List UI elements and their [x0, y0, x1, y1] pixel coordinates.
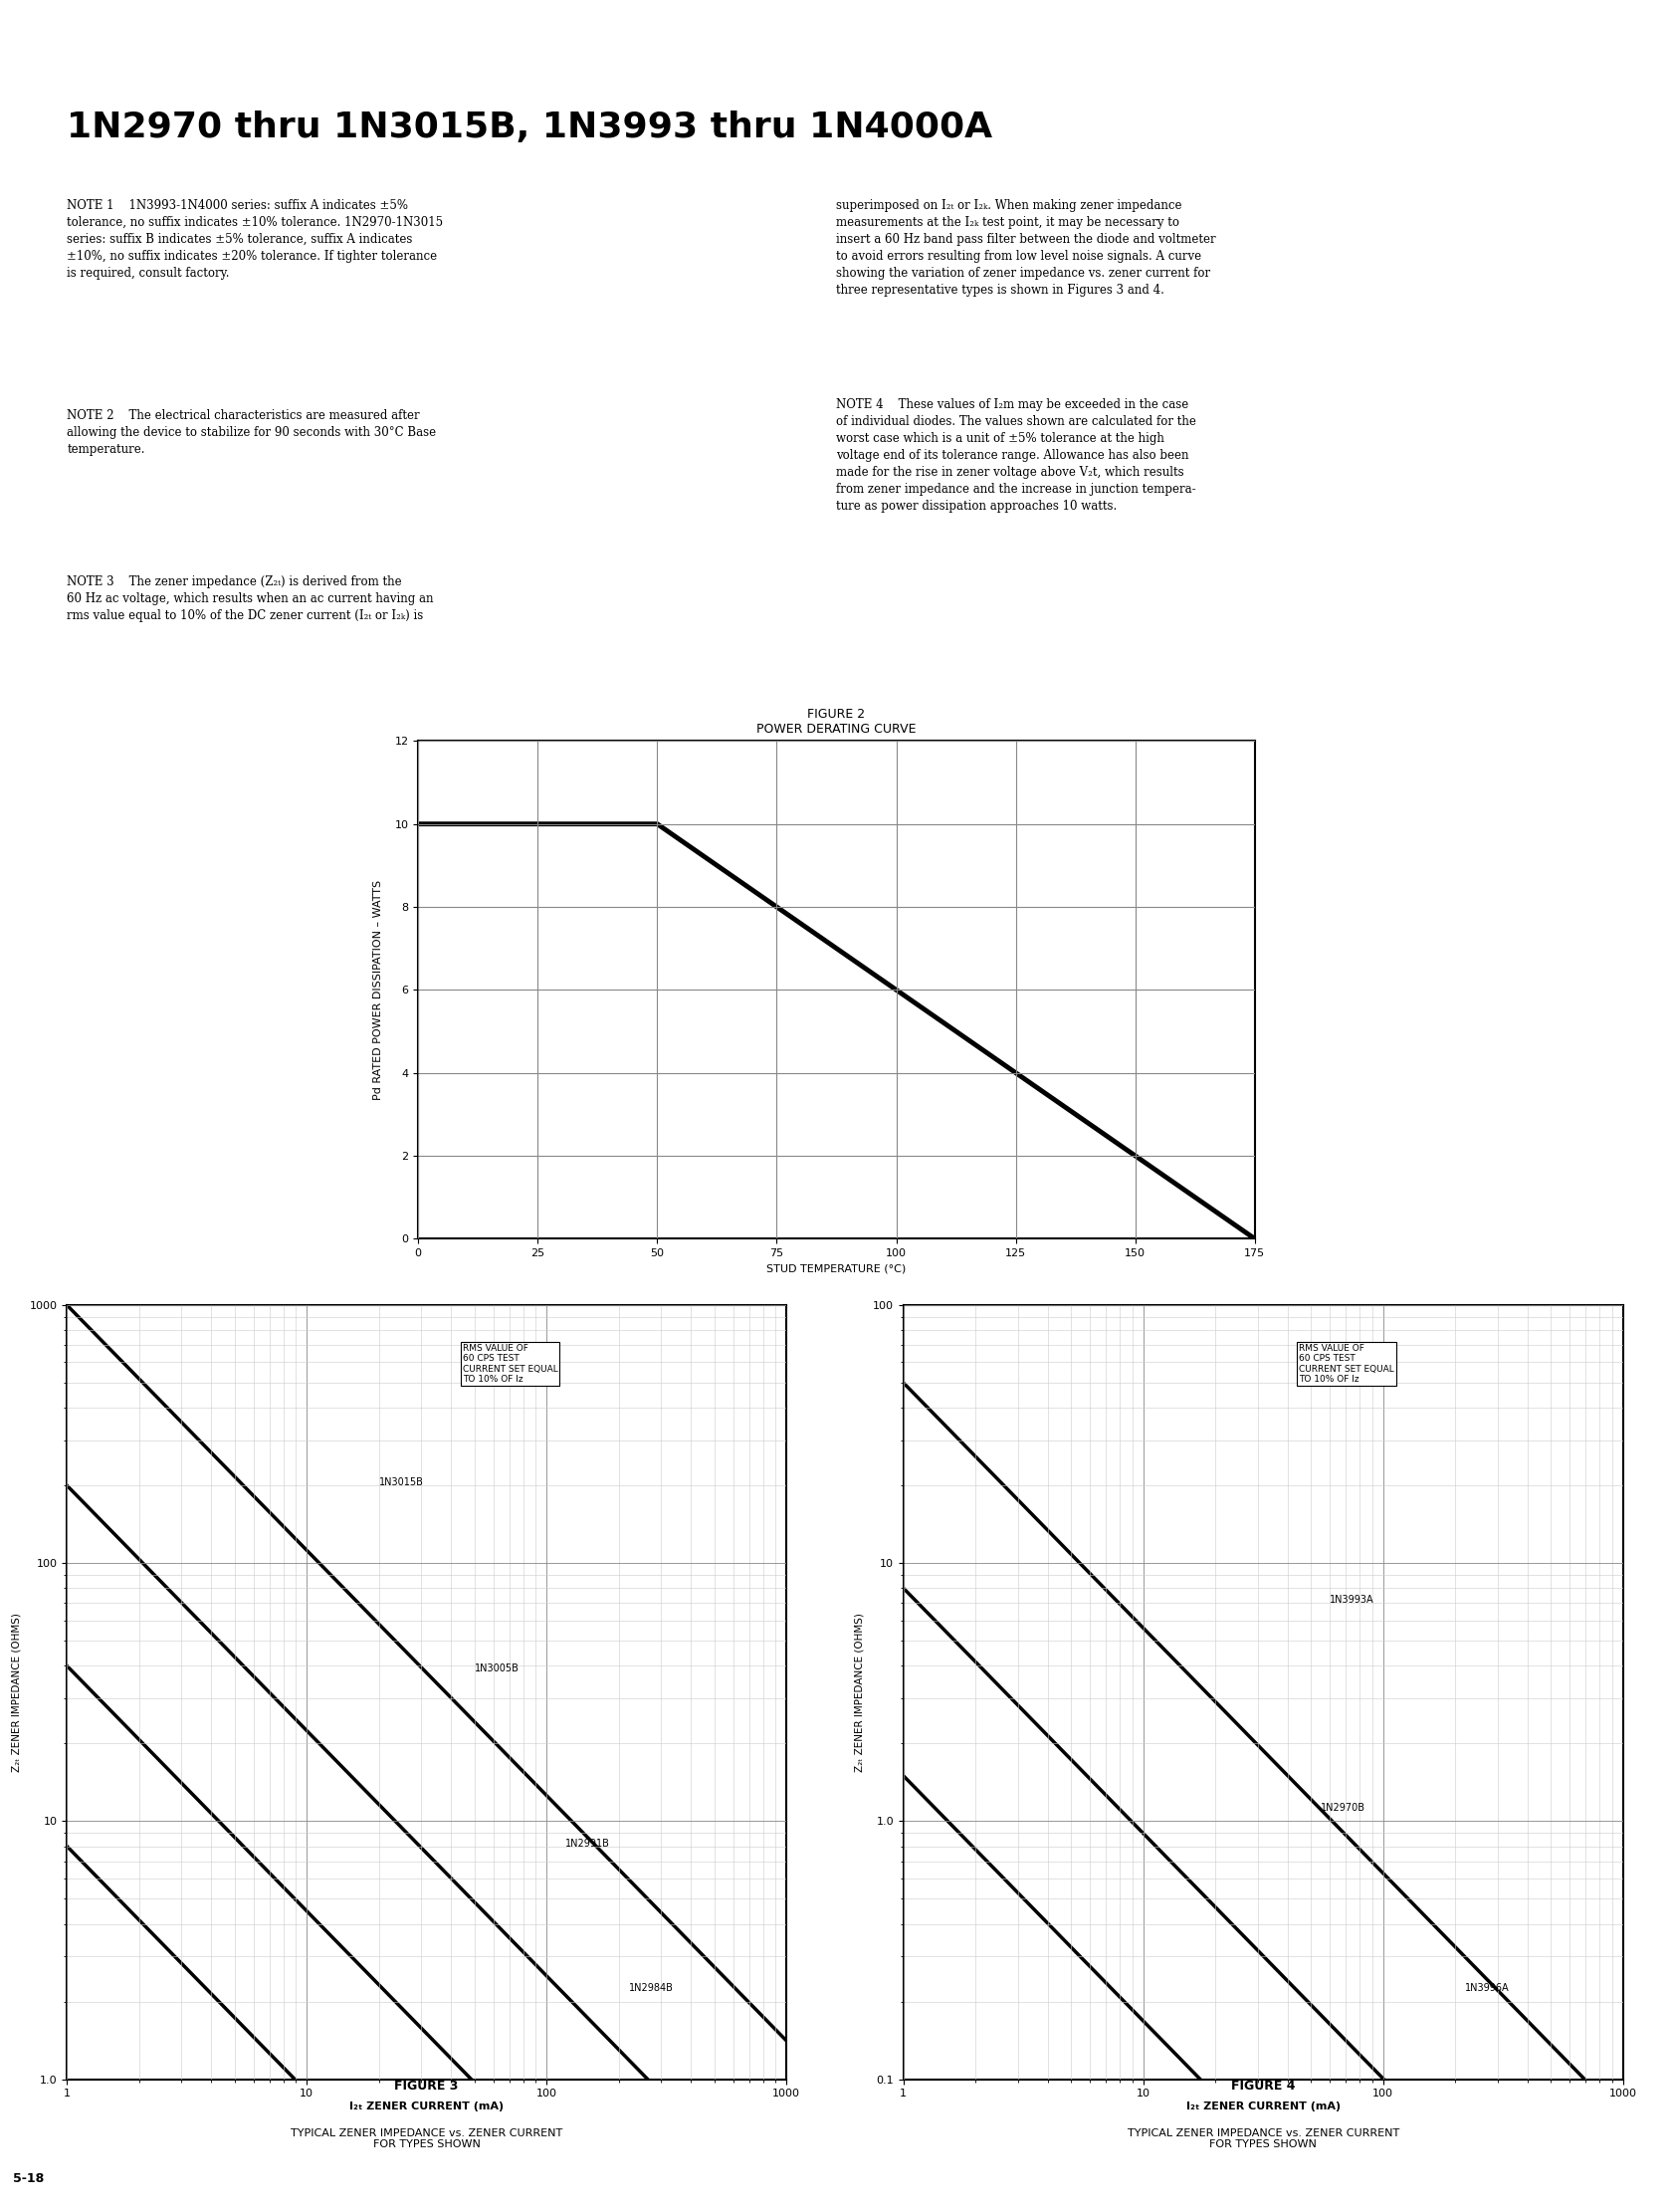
Text: 1N3993A: 1N3993A: [1329, 1595, 1373, 1606]
Y-axis label: Z₂ₜ ZENER IMPEDANCE (OHMS): Z₂ₜ ZENER IMPEDANCE (OHMS): [854, 1613, 864, 1772]
Text: FIGURE 3: FIGURE 3: [395, 2079, 458, 2093]
Text: NOTE 2    The electrical characteristics are measured after
allowing the device : NOTE 2 The electrical characteristics ar…: [67, 409, 436, 456]
Text: RMS VALUE OF
60 CPS TEST
CURRENT SET EQUAL
TO 10% OF Iz: RMS VALUE OF 60 CPS TEST CURRENT SET EQU…: [461, 1345, 557, 1385]
Text: TYPICAL ZENER IMPEDANCE vs. ZENER CURRENT
FOR TYPES SHOWN: TYPICAL ZENER IMPEDANCE vs. ZENER CURREN…: [291, 2128, 562, 2150]
Title: FIGURE 2
POWER DERATING CURVE: FIGURE 2 POWER DERATING CURVE: [756, 708, 916, 737]
Text: 1N3996A: 1N3996A: [1465, 1982, 1508, 1993]
Text: RMS VALUE OF
60 CPS TEST
CURRENT SET EQUAL
TO 10% OF Iz: RMS VALUE OF 60 CPS TEST CURRENT SET EQU…: [1297, 1345, 1393, 1385]
Y-axis label: Pd RATED POWER DISSIPATION – WATTS: Pd RATED POWER DISSIPATION – WATTS: [373, 880, 383, 1099]
Text: 1N3005B: 1N3005B: [475, 1663, 518, 1674]
Text: 1N3015B: 1N3015B: [378, 1478, 423, 1486]
Text: NOTE 1    1N3993-1N4000 series: suffix A indicates ±5%
tolerance, no suffix indi: NOTE 1 1N3993-1N4000 series: suffix A in…: [67, 199, 443, 279]
Text: TYPICAL ZENER IMPEDANCE vs. ZENER CURRENT
FOR TYPES SHOWN: TYPICAL ZENER IMPEDANCE vs. ZENER CURREN…: [1127, 2128, 1398, 2150]
Text: 5-18: 5-18: [12, 2172, 43, 2185]
Text: 1N2970B: 1N2970B: [1319, 1803, 1364, 1812]
Text: 1N2984B: 1N2984B: [629, 1982, 672, 1993]
Text: 1N2970 thru 1N3015B, 1N3993 thru 1N4000A: 1N2970 thru 1N3015B, 1N3993 thru 1N4000A: [67, 111, 991, 144]
X-axis label: I₂ₜ ZENER CURRENT (mA): I₂ₜ ZENER CURRENT (mA): [349, 2101, 503, 2112]
Text: NOTE 4    These values of I₂m may be exceeded in the case
of individual diodes. : NOTE 4 These values of I₂m may be exceed…: [836, 398, 1195, 513]
Text: superimposed on I₂ₜ or I₂ₖ. When making zener impedance
measurements at the I₂ₖ : superimposed on I₂ₜ or I₂ₖ. When making …: [836, 199, 1216, 296]
X-axis label: I₂ₜ ZENER CURRENT (mA): I₂ₜ ZENER CURRENT (mA): [1185, 2101, 1339, 2112]
X-axis label: STUD TEMPERATURE (°C): STUD TEMPERATURE (°C): [766, 1263, 906, 1274]
Text: 1N2991B: 1N2991B: [565, 1838, 610, 1849]
Text: FIGURE 4: FIGURE 4: [1231, 2079, 1294, 2093]
Text: NOTE 3    The zener impedance (Z₂ₜ) is derived from the
60 Hz ac voltage, which : NOTE 3 The zener impedance (Z₂ₜ) is deri…: [67, 575, 433, 622]
Y-axis label: Z₂ₜ ZENER IMPEDANCE (OHMS): Z₂ₜ ZENER IMPEDANCE (OHMS): [12, 1613, 22, 1772]
